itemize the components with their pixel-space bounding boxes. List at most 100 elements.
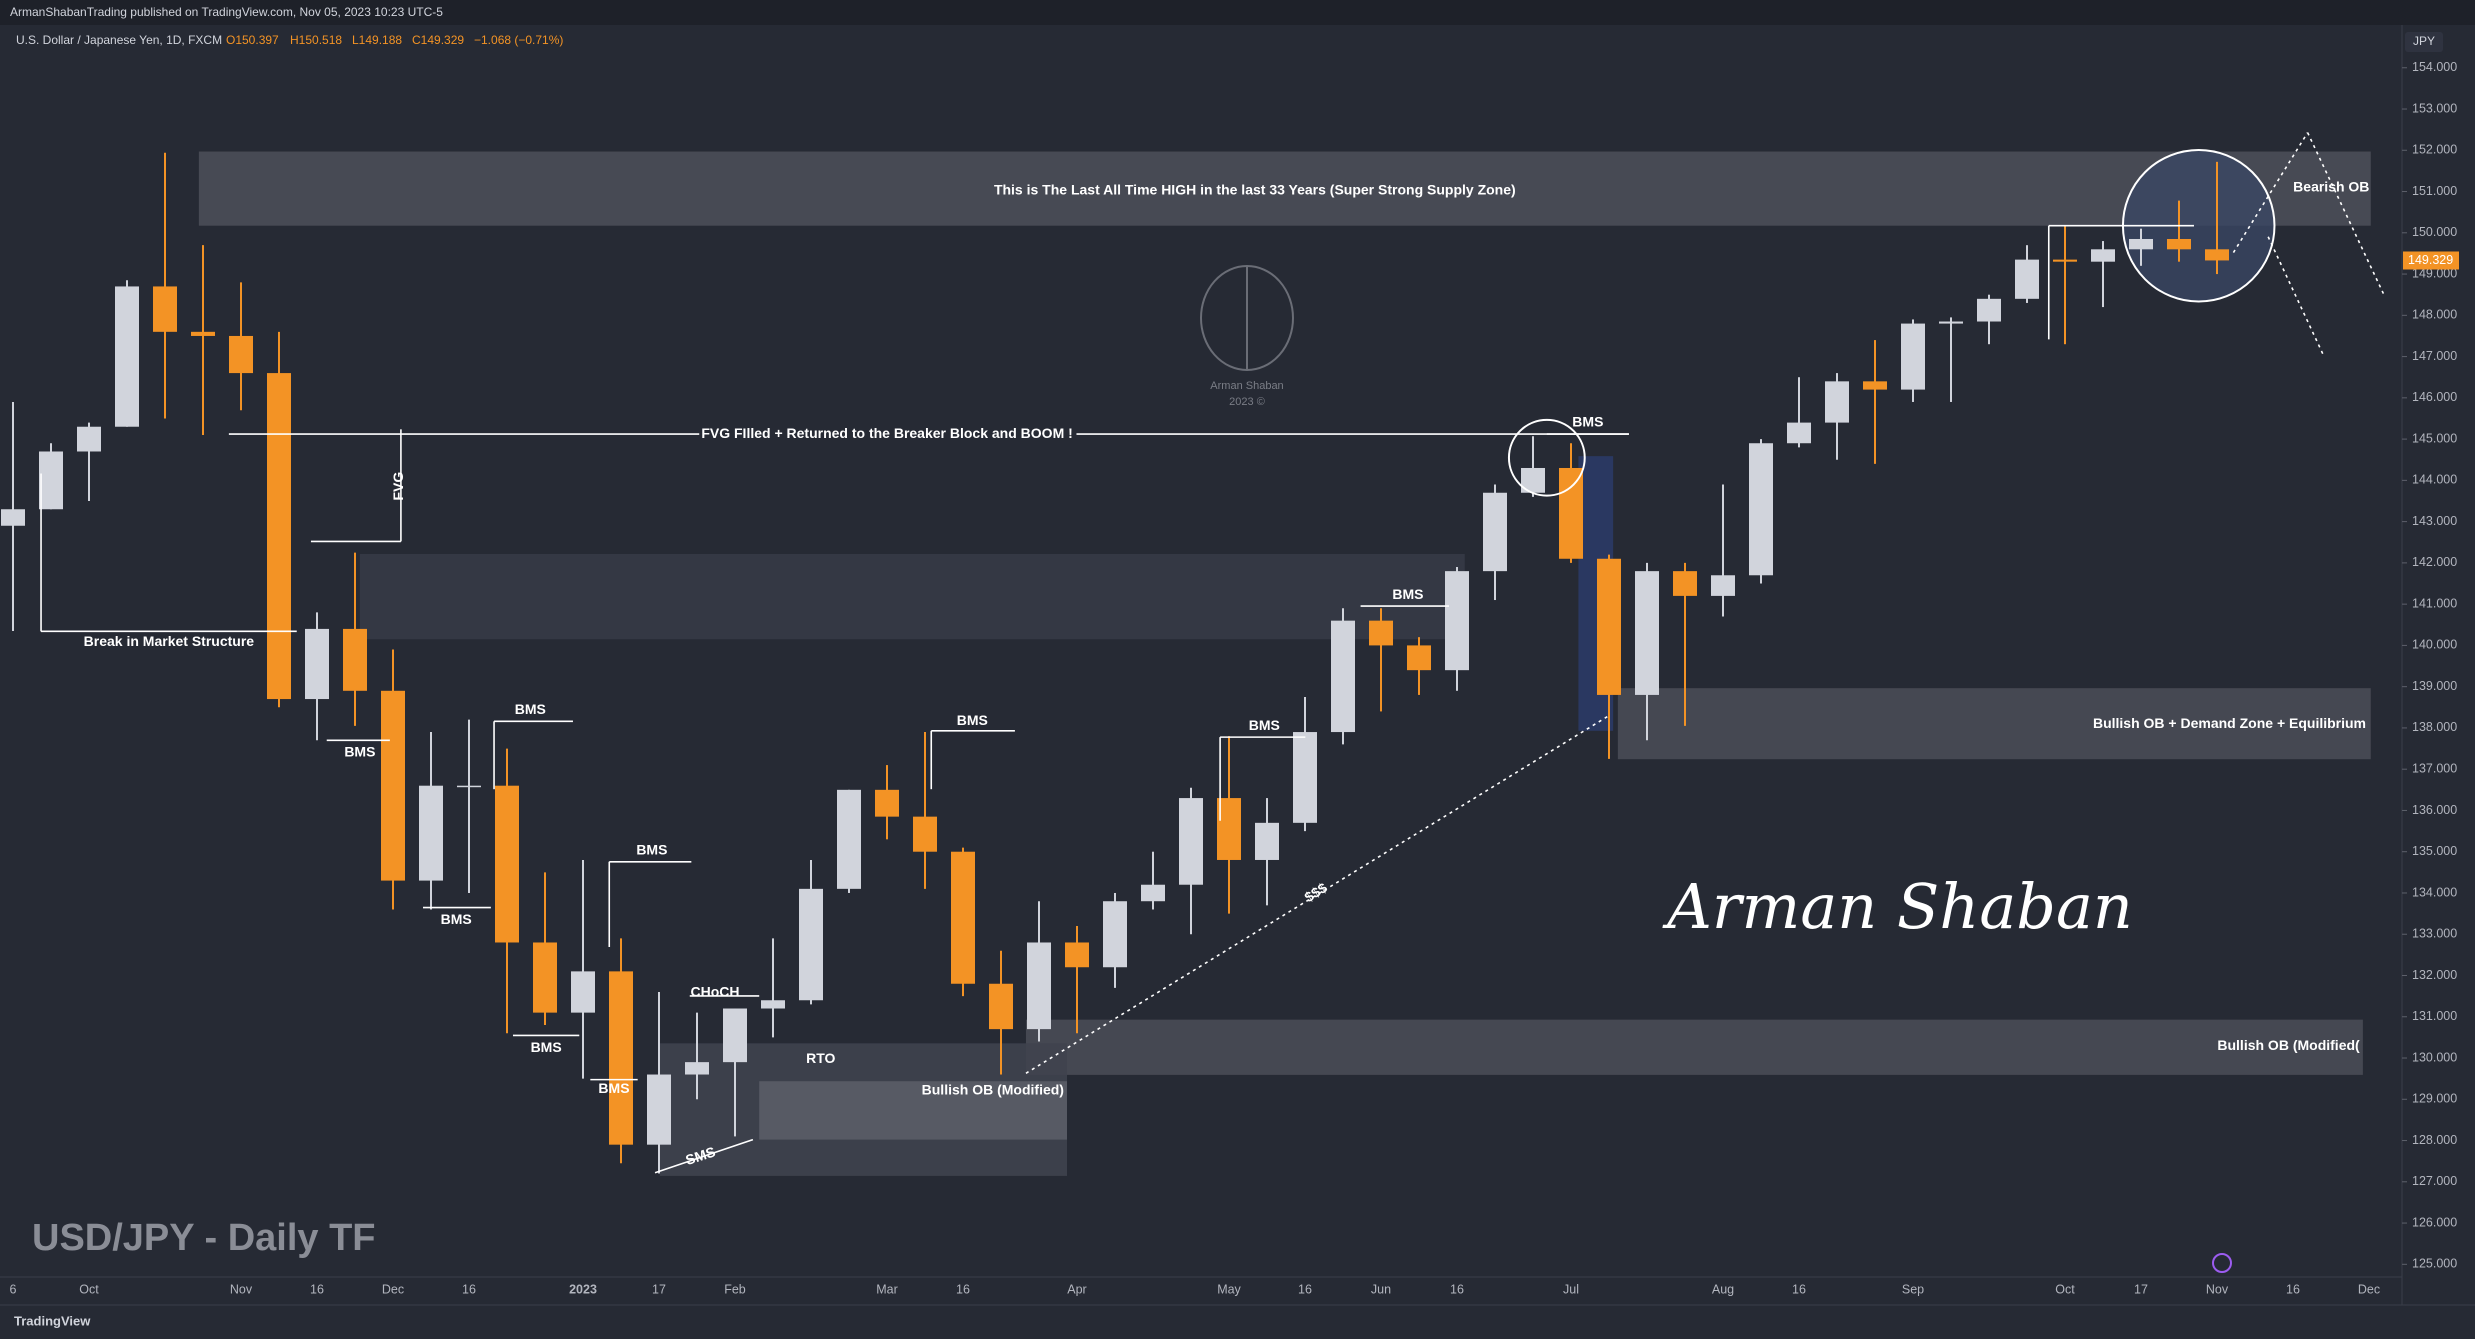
logo: Arman Shaban 2023 © [1200,265,1294,408]
y-tick-label: 150.000 [2412,225,2457,239]
close: C149.329 [412,33,464,47]
x-tick-label: Oct [2055,1282,2075,1296]
candle-body [1787,422,1811,444]
y-tick-label: 152.000 [2412,143,2457,157]
candle-body [77,426,101,452]
annotation: Bullish OB (Modified( [2217,1037,2360,1053]
marker-circle [1507,418,1586,497]
x-tick-label: 16 [310,1282,324,1296]
annotation: Bearish OB [2293,179,2369,195]
annotation: BMS [441,911,472,927]
annotation: Bullish OB + Demand Zone + Equilibrium [2093,715,2366,731]
annotation: BMS [531,1039,562,1055]
x-tick-label: Jul [1563,1282,1579,1296]
candle-body [495,785,519,943]
y-tick-label: 134.000 [2412,885,2457,899]
candle-body [191,331,215,336]
low: L149.188 [352,33,402,47]
publish-bar [0,0,2475,25]
y-tick-label: 125.000 [2412,1257,2457,1271]
y-tick-label: 149.000 [2412,266,2457,280]
annotation: BMS [598,1080,629,1096]
candle-body [1939,321,1963,324]
candle-body [989,983,1013,1030]
candle-body [1331,620,1355,733]
candle-body [1293,732,1317,823]
candle-body [1,509,25,526]
zone [359,554,1465,640]
candle-body [913,816,937,852]
annotation: Break in Market Structure [84,633,255,649]
candle-body [951,851,975,984]
footer-logo: TradingView [14,1313,91,1328]
y-tick-label: 127.000 [2412,1174,2457,1188]
x-tick-label: 17 [652,1282,666,1296]
lightning-icon [2212,1253,2232,1273]
y-tick-label: 129.000 [2412,1092,2457,1106]
candle-body [1825,381,1849,423]
y-tick-label: 128.000 [2412,1133,2457,1147]
candle-body [723,1008,747,1063]
y-tick-label: 132.000 [2412,968,2457,982]
x-tick-label: 16 [1450,1282,1464,1296]
candle-body [685,1062,709,1075]
y-tick-label: 147.000 [2412,349,2457,363]
candle-body [1179,798,1203,885]
annotation: FVG FIlled + Returned to the Breaker Blo… [701,425,1072,441]
annotation: Bullish OB (Modified) [922,1081,1064,1097]
zone [198,151,2371,226]
candle-body [115,286,139,427]
y-tick-label: 148.000 [2412,308,2457,322]
candle-body [1483,492,1507,572]
x-tick-label: 16 [1298,1282,1312,1296]
candles [1,152,2229,1174]
y-tick-label: 154.000 [2412,60,2457,74]
y-tick-label: 153.000 [2412,101,2457,115]
candle-body [1141,884,1165,902]
candle-body [571,971,595,1013]
logo-year: 2023 © [1229,396,1265,408]
currency: JPY [2413,34,2435,48]
high: H150.518 [290,33,342,47]
x-tick-label: 2023 [569,1282,597,1296]
y-tick-label: 135.000 [2412,844,2457,858]
candle-body [533,942,557,1013]
zone [1025,1019,2363,1075]
candle-body [2205,249,2229,261]
watermark: USD/JPY - Daily TF [32,1217,376,1259]
candle-body [419,785,443,881]
zone [1617,688,2371,760]
candle-body [1635,571,1659,695]
candle-body [609,971,633,1145]
x-tick-label: 16 [956,1282,970,1296]
y-tick-label: 131.000 [2412,1009,2457,1023]
candle-body [1445,571,1469,671]
open: O150.397 [226,33,279,47]
axes: 125.000 126.000 127.000 128.000 129.000 130.0… [10,60,2459,1296]
candle-body [1255,822,1279,860]
x-tick-label: Nov [230,1282,253,1296]
symbol: U.S. Dollar / Japanese Yen, 1D, FXCM [16,33,222,47]
y-tick-label: 126.000 [2412,1215,2457,1229]
candle-body [381,690,405,881]
candle-body [305,628,329,700]
drawing-line [2232,132,2309,253]
candle-body [1673,571,1697,596]
x-tick-label: Aug [1712,1282,1734,1296]
annotation: BMS [344,744,375,760]
overlay: This is The Last All Time HIGH in the la… [40,132,2385,1174]
candle-body [2015,259,2039,299]
y-tick-label: 130.000 [2412,1050,2457,1064]
drawing-line [654,1138,754,1174]
y-tick-label: 143.000 [2412,514,2457,528]
candle-body [39,451,63,510]
candle-body [267,373,291,700]
y-tick-label: 151.000 [2412,184,2457,198]
marker-circle [2121,148,2276,303]
x-tick-label: Dec [382,1282,404,1296]
candle-body [343,628,367,691]
annotation: CHoCH [691,984,740,1000]
candle-body [1749,443,1773,576]
x-tick-label: 6 [10,1282,17,1296]
